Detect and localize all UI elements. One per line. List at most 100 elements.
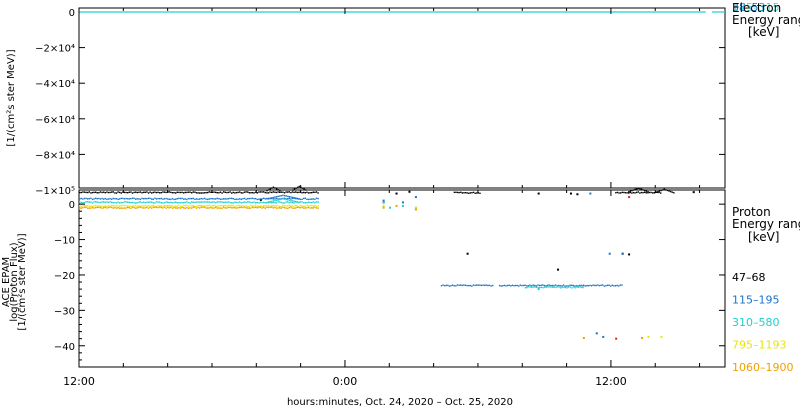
proton-data-point <box>163 206 166 208</box>
proton-data-point <box>277 199 279 201</box>
proton-data-point <box>165 197 167 200</box>
proton-data-point <box>303 205 305 208</box>
proton-data-point <box>314 204 316 207</box>
proton-data-point <box>159 201 161 203</box>
proton-data-point <box>119 205 121 207</box>
proton-data-point <box>88 201 90 203</box>
proton-data-point <box>471 192 473 194</box>
proton-data-point <box>88 205 90 207</box>
proton-data-point <box>231 202 233 204</box>
proton-data-point <box>223 198 225 200</box>
proton-data-point <box>87 198 89 200</box>
proton-data-point <box>382 201 385 204</box>
electron-y-tick-label: 0 <box>69 8 75 19</box>
proton-data-point <box>271 202 273 204</box>
proton-data-point <box>569 284 571 286</box>
proton-data-point <box>464 191 467 194</box>
proton-data-point <box>575 286 578 288</box>
proton-data-point <box>240 202 242 204</box>
proton-data-point <box>283 197 286 199</box>
proton-data-point <box>290 205 292 207</box>
proton-data-point <box>564 285 566 287</box>
proton-data-point <box>264 207 266 209</box>
proton-data-point <box>555 286 557 289</box>
proton-data-point <box>251 197 254 200</box>
proton-data-point <box>280 205 282 208</box>
proton-data-point <box>167 204 169 207</box>
proton-data-point <box>173 198 175 201</box>
proton-data-point <box>175 207 177 209</box>
proton-data-point <box>455 285 457 287</box>
proton-data-point <box>659 192 662 194</box>
proton-data-point <box>104 206 106 208</box>
proton-data-point <box>637 187 640 189</box>
proton-data-point <box>623 191 625 194</box>
proton-data-point <box>95 191 97 193</box>
proton-data-point <box>282 206 284 208</box>
proton-data-point <box>147 201 150 203</box>
proton-data-point <box>272 191 274 193</box>
proton-data-point <box>253 205 255 207</box>
proton-data-point <box>456 284 459 286</box>
proton-data-point <box>93 205 95 207</box>
proton-data-point <box>237 201 239 204</box>
proton-data-point <box>224 191 226 194</box>
electron-y-tick-label: −4×10⁴ <box>35 79 75 90</box>
proton-data-point <box>232 191 234 194</box>
proton-data-point <box>621 191 623 194</box>
proton-data-point <box>207 191 209 194</box>
proton-data-point <box>511 284 514 286</box>
proton-data-point <box>307 201 310 204</box>
proton-data-point <box>279 195 281 197</box>
proton-data-point <box>279 205 281 208</box>
proton-data-point <box>303 188 305 190</box>
proton-data-point <box>306 198 308 200</box>
proton-data-point <box>141 205 143 207</box>
proton-data-point <box>619 284 622 286</box>
proton-data-point <box>263 205 265 207</box>
proton-data-point <box>269 206 271 209</box>
proton-data-point <box>218 207 220 209</box>
proton-data-point <box>299 201 302 203</box>
proton-data-point <box>256 207 258 209</box>
proton-data-point <box>287 204 289 207</box>
proton-data-point <box>602 284 604 286</box>
proton-data-point <box>101 201 103 203</box>
proton-data-point <box>251 191 254 194</box>
proton-data-point <box>532 284 534 286</box>
proton-data-point <box>280 191 282 193</box>
proton-data-point <box>293 207 295 209</box>
proton-data-point <box>271 197 273 199</box>
proton-data-point <box>122 204 124 207</box>
proton-data-point <box>184 201 186 204</box>
proton-data-point <box>154 205 156 207</box>
proton-data-point <box>250 207 252 209</box>
proton-data-point <box>160 202 162 204</box>
proton-data-point <box>192 197 194 200</box>
proton-data-point <box>692 191 695 194</box>
proton-data-point <box>251 206 254 208</box>
proton-data-point <box>271 191 273 194</box>
proton-data-point <box>123 201 126 203</box>
proton-data-point <box>500 285 502 287</box>
proton-data-point <box>309 204 311 207</box>
proton-data-point <box>572 286 575 288</box>
proton-data-point <box>414 196 417 199</box>
proton-data-point <box>636 188 638 190</box>
proton-data-point <box>597 284 599 286</box>
proton-data-point <box>88 197 90 200</box>
proton-data-point <box>603 285 606 287</box>
proton-data-point <box>547 286 549 288</box>
proton-data-point <box>221 192 223 194</box>
proton-data-point <box>275 188 278 190</box>
proton-data-point <box>615 191 617 194</box>
proton-data-point <box>290 201 292 203</box>
proton-data-point <box>95 206 97 209</box>
proton-data-point <box>168 198 170 201</box>
proton-data-point <box>95 204 97 207</box>
proton-data-point <box>87 191 89 194</box>
proton-data-point <box>661 189 664 191</box>
proton-data-point <box>642 189 644 191</box>
proton-data-point <box>215 191 217 194</box>
x-axis-label: hours:minutes, Oct. 24, 2020 – Oct. 25, … <box>287 397 513 408</box>
